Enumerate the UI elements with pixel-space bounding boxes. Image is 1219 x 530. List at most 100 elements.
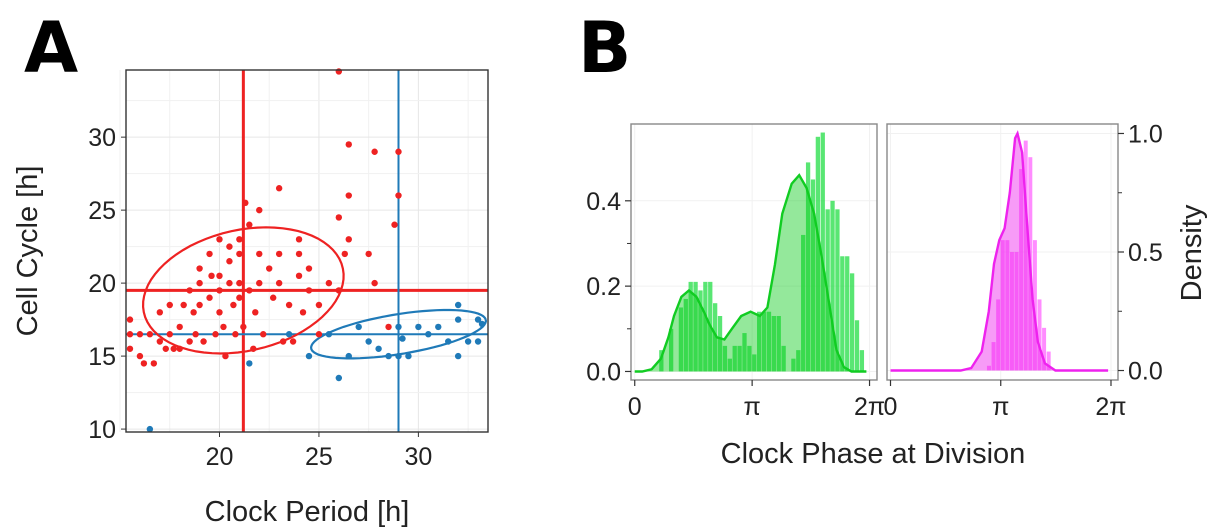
data-point — [305, 287, 313, 294]
histogram-bar — [1037, 299, 1042, 371]
histogram-bar — [859, 350, 865, 372]
data-point — [216, 287, 223, 294]
data-point — [345, 192, 352, 199]
histogram-bar — [752, 354, 757, 372]
histogram-bar — [1014, 252, 1019, 371]
x-tick-label: 0 — [628, 393, 642, 421]
data-point — [232, 331, 239, 338]
data-point — [156, 309, 164, 316]
data-point — [445, 338, 452, 345]
histogram-bar — [986, 365, 991, 371]
data-point — [208, 272, 215, 280]
y-tick-label: 25 — [88, 197, 116, 225]
histogram-bar — [722, 345, 728, 372]
histogram-panel: 0 π 2π0.00.20.40 π 2π0.00.51.0 Clock Phase a… — [586, 120, 1208, 470]
histogram-bar — [840, 256, 845, 372]
x-tick-label: 0 — [884, 393, 898, 421]
data-point — [256, 206, 263, 214]
histogram-bar — [781, 345, 786, 372]
histogram-bar — [713, 303, 718, 372]
histogram-bar — [849, 273, 855, 372]
histogram-bar — [1005, 240, 1010, 371]
data-point — [375, 345, 382, 352]
histogram-bar — [737, 345, 742, 372]
data-point — [266, 265, 273, 272]
plot-frame — [630, 123, 878, 381]
histogram-bar — [703, 281, 708, 372]
data-point — [162, 345, 169, 352]
data-point — [126, 316, 134, 323]
data-point — [212, 331, 219, 338]
histogram-bar — [815, 136, 821, 372]
data-point — [176, 323, 183, 331]
data-point — [196, 301, 203, 309]
histogram-bar — [659, 350, 664, 372]
histogram-bar — [791, 358, 796, 372]
data-point — [371, 279, 378, 287]
x-axis-label-b: Clock Phase at Division — [721, 438, 1026, 470]
panel-label-a: A — [24, 7, 78, 89]
data-point — [200, 338, 207, 345]
data-point — [186, 287, 193, 294]
data-point — [190, 309, 197, 316]
data-point — [230, 301, 237, 309]
data-point — [216, 309, 223, 316]
data-point — [176, 345, 183, 352]
data-point — [226, 243, 233, 250]
axis-ticks-b: 0 π 2π0.00.20.40 π 2π0.00.51.0 — [586, 120, 1163, 421]
data-point — [206, 294, 213, 301]
data-point — [399, 335, 406, 342]
histogram-bar — [996, 299, 1001, 371]
data-point — [136, 331, 144, 338]
y-tick-label: 15 — [88, 343, 116, 371]
y-tick-label: 0.2 — [586, 273, 621, 301]
data-point — [454, 316, 462, 323]
histogram-bar — [766, 311, 772, 372]
data-point — [454, 352, 462, 360]
histogram-bar — [717, 316, 723, 372]
data-point — [126, 345, 134, 352]
histogram-bar — [683, 298, 688, 372]
x-tick-label: 2π — [1095, 393, 1126, 421]
data-point — [170, 345, 177, 352]
data-point — [236, 294, 243, 301]
data-point — [315, 301, 323, 309]
axis-ticks-a: 20 25 30 10 15 20 25 30 — [88, 124, 432, 471]
data-point — [289, 338, 297, 345]
plot-frame-a — [125, 69, 489, 433]
density-area — [634, 175, 867, 372]
data-point — [474, 316, 482, 323]
data-point — [275, 185, 283, 192]
histogram-bar — [1046, 351, 1051, 371]
data-point — [269, 294, 277, 301]
histogram-bar — [698, 290, 703, 372]
data-point — [246, 360, 253, 367]
data-point — [126, 331, 134, 338]
data-point — [305, 352, 313, 360]
histogram-bar — [1023, 140, 1028, 371]
data-point — [285, 331, 293, 338]
histogram-bar — [801, 234, 806, 372]
data-point — [156, 338, 164, 345]
data-point — [341, 250, 348, 258]
y-tick-label: 30 — [88, 124, 116, 152]
data-point — [256, 279, 263, 287]
data-point — [325, 279, 333, 287]
data-point — [435, 323, 442, 331]
density-area — [890, 133, 1109, 371]
data-point — [355, 323, 362, 331]
data-point — [299, 309, 307, 316]
data-point — [395, 192, 402, 199]
data-point — [196, 279, 203, 287]
histogram-bar — [742, 333, 747, 372]
data-point — [335, 214, 343, 221]
density-line — [634, 173, 867, 373]
histogram-bar — [1000, 240, 1005, 371]
data-point — [295, 236, 303, 243]
histogram-bar — [1019, 169, 1024, 371]
scatter-points — [126, 68, 486, 433]
histogram-bar — [810, 179, 816, 372]
data-point — [365, 338, 372, 345]
histogram-bar — [727, 358, 732, 372]
